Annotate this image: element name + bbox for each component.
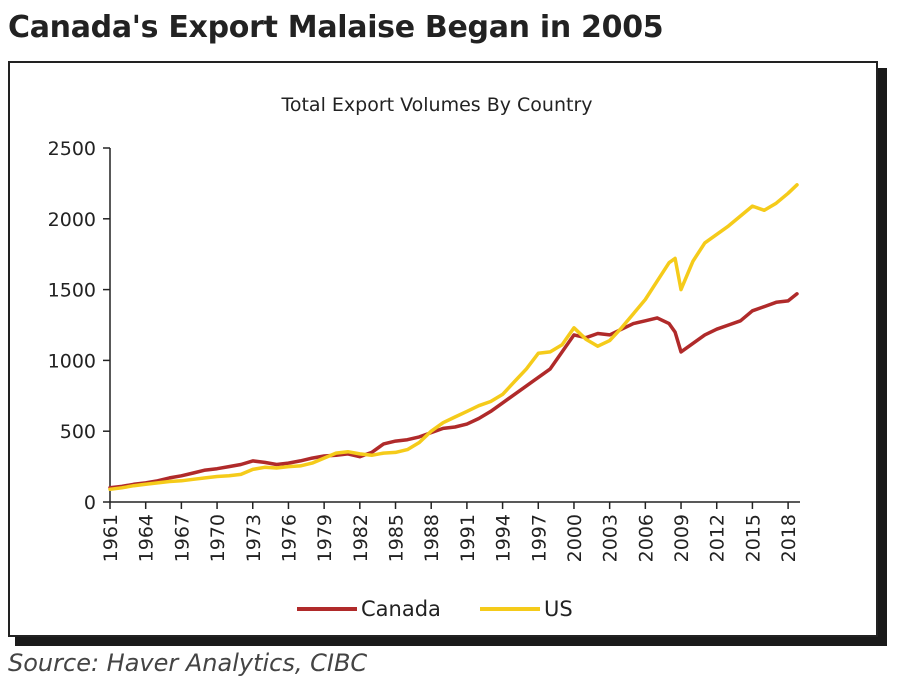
x-tick-label: 2012 (707, 514, 729, 562)
x-tick-label: 2018 (778, 514, 800, 562)
y-tick-label: 1000 (48, 350, 96, 372)
y-tick-label: 2000 (48, 209, 96, 231)
source-note: Source: Haver Analytics, CIBC (8, 649, 368, 677)
legend-label-canada: Canada (361, 597, 441, 621)
chart-frame: Total Export Volumes By Country 0 500 1000… (8, 61, 878, 637)
x-tick-label: 1982 (350, 514, 372, 562)
x-tick-label: 1994 (493, 514, 515, 562)
chart-title: Total Export Volumes By Country (280, 94, 592, 116)
y-tick-label: 500 (60, 421, 96, 443)
x-tick-label: 1988 (421, 514, 443, 562)
y-axis: 0 500 1000 1500 2000 2500 (48, 138, 111, 514)
x-tick-label: 2003 (600, 514, 622, 562)
x-tick-label: 1979 (314, 514, 336, 562)
y-tick-label: 1500 (48, 280, 96, 302)
x-tick-label: 2000 (564, 514, 586, 562)
legend: Canada US (297, 597, 573, 621)
line-chart: Total Export Volumes By Country 0 500 1000… (48, 94, 800, 621)
series-layer (108, 183, 799, 492)
series-line-canada (108, 292, 799, 490)
x-tick-label: 1997 (528, 514, 550, 562)
x-tick-label: 2006 (635, 514, 657, 562)
x-tick-label: 1991 (457, 514, 479, 562)
x-tick-label: 1961 (100, 514, 122, 562)
y-tick-label: 0 (84, 492, 96, 514)
legend-label-us: US (544, 597, 573, 621)
headline: Canada's Export Malaise Began in 2005 (8, 10, 664, 45)
x-tick-label: 1967 (171, 514, 193, 562)
x-tick-label: 1976 (278, 514, 300, 562)
y-tick-label: 2500 (48, 138, 96, 160)
x-tick-label: 1973 (243, 514, 265, 562)
x-tick-label: 1970 (207, 514, 229, 562)
x-tick-label: 2015 (742, 514, 764, 562)
x-tick-label: 1985 (386, 514, 408, 562)
x-tick-label: 1964 (136, 514, 158, 562)
x-axis: 1961 1964 1967 1970 1973 1976 1979 1982 1985 1988… (100, 501, 800, 562)
x-tick-label: 2009 (671, 514, 693, 562)
series-line-us (108, 183, 799, 492)
